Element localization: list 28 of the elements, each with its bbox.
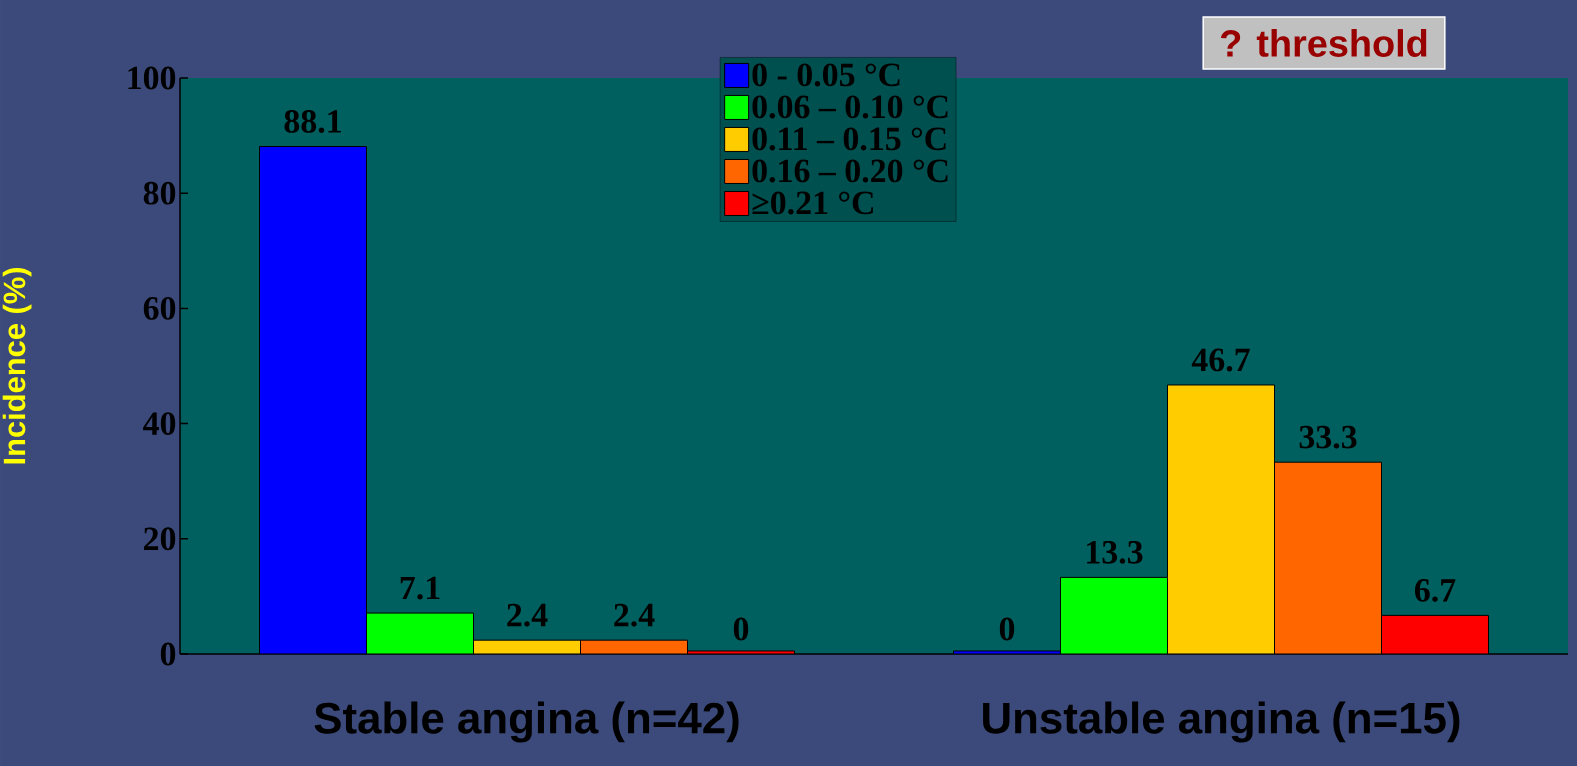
legend-label: ≥0.21 °C bbox=[752, 191, 873, 215]
y-axis-title: Incidence (%) bbox=[2, 268, 32, 464]
legend-label: 0.06 – 0.10 °C bbox=[752, 95, 948, 119]
data-label: 6.7 bbox=[1414, 578, 1456, 602]
legend-label: 0.11 – 0.15 °C bbox=[752, 127, 946, 151]
text: ? threshold bbox=[1220, 29, 1427, 57]
legend-label: 0.16 – 0.20 °C bbox=[752, 159, 948, 183]
legend-label: 0 - 0.05 °C bbox=[752, 63, 900, 87]
data-label: 13.3 bbox=[1087, 540, 1143, 564]
data-label: 88.1 bbox=[284, 110, 341, 134]
data-label: 2.4 bbox=[614, 603, 655, 627]
data-label: 33.3 bbox=[1299, 425, 1357, 449]
y-tick-label: 80 bbox=[143, 181, 176, 205]
data-label: 0 bbox=[999, 617, 1015, 641]
bar bbox=[1060, 576, 1169, 654]
data-label: 46.7 bbox=[1191, 348, 1250, 372]
x-tick-label: Stable angina (n=42) bbox=[314, 701, 739, 743]
y-tick-label: 40 bbox=[143, 412, 176, 436]
data-label: 7.1 bbox=[400, 576, 440, 600]
x-tick-label: Unstable angina (n=15) bbox=[983, 701, 1460, 743]
data-label: 2.4 bbox=[507, 603, 548, 627]
y-tick-label: 0 bbox=[160, 642, 176, 666]
data-label: 0 bbox=[733, 617, 749, 641]
bar bbox=[366, 612, 475, 654]
y-tick-label: 100 bbox=[128, 66, 176, 90]
y-tick-label: 60 bbox=[143, 296, 176, 320]
bar bbox=[1274, 461, 1383, 654]
y-tick-label: 20 bbox=[144, 527, 176, 551]
